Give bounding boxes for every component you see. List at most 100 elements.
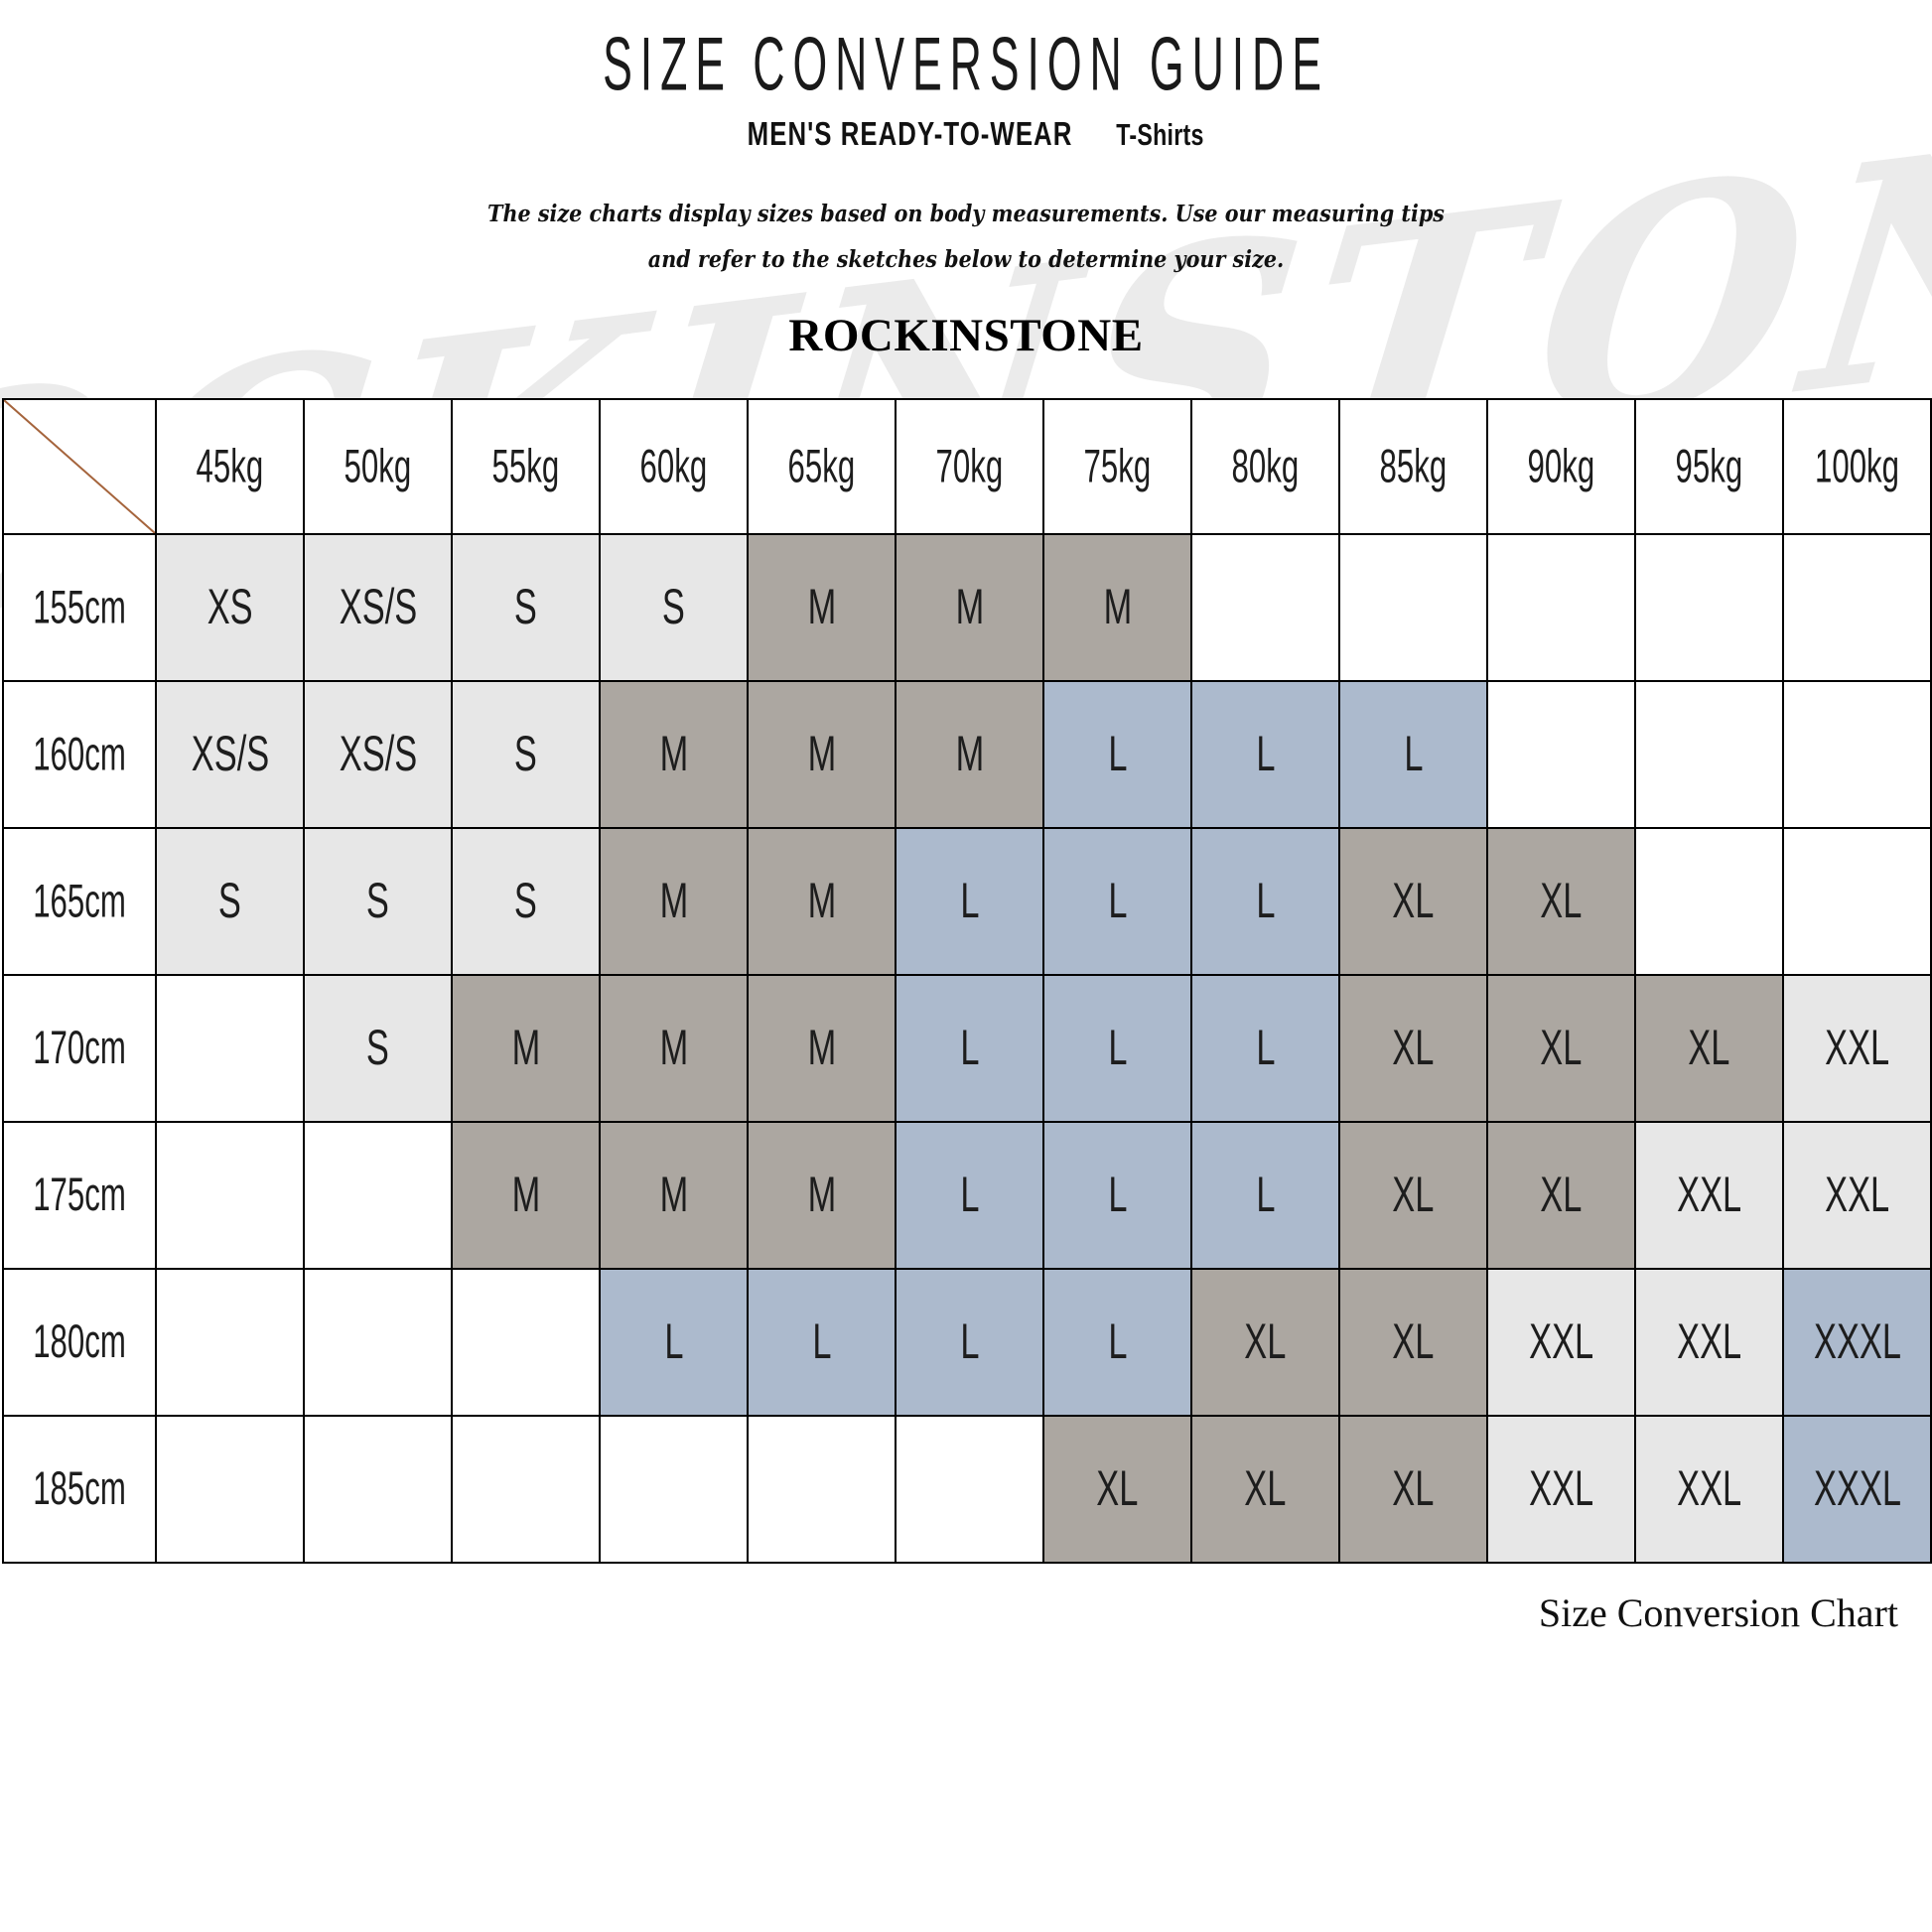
column-header-label: 75kg [1083, 440, 1152, 492]
row-header-height: 160cm [2, 680, 157, 829]
size-cell-empty [895, 1415, 1044, 1564]
size-cell-empty [1486, 533, 1636, 682]
size-cell-label: M [659, 873, 688, 929]
size-cell-label: S [366, 1020, 389, 1076]
size-cell: XL [1338, 974, 1488, 1123]
size-cell-label: XL [1392, 873, 1435, 929]
size-cell-label: L [1255, 1020, 1276, 1076]
size-cell-label: XXL [1824, 1020, 1890, 1076]
size-cell-label: L [1107, 1313, 1128, 1370]
size-cell: L [599, 1268, 749, 1417]
size-cell: XS [155, 533, 305, 682]
size-cell-empty [1190, 533, 1340, 682]
table-header: 45kg 50kg 55kg 60kg 65kg 70kg 75kg 80kg 85kg 90kg… [2, 398, 1932, 535]
size-cell: XXL [1782, 1121, 1932, 1270]
subtitle-row: MEN'S READY-TO-WEAR T-Shirts [0, 116, 1932, 153]
size-cell-label: S [514, 726, 537, 782]
size-cell: XXL [1486, 1268, 1636, 1417]
size-cell: M [747, 533, 897, 682]
size-cell-empty [155, 974, 305, 1123]
header-block: SIZE CONVERSION GUIDE MEN'S READY-TO-WEA… [0, 0, 1932, 362]
size-cell: XXL [1634, 1121, 1784, 1270]
row-header-label: 175cm [33, 1169, 126, 1221]
size-cell: M [747, 827, 897, 976]
column-header-weight: 45kg [155, 398, 305, 535]
size-cell: L [1338, 680, 1488, 829]
size-cell: L [1042, 1268, 1192, 1417]
size-cell-empty [1782, 680, 1932, 829]
size-cell: XL [1338, 1415, 1488, 1564]
size-cell-label: L [1255, 873, 1276, 929]
size-cell: S [451, 533, 601, 682]
size-cell: S [451, 827, 601, 976]
row-header-label: 160cm [33, 728, 126, 780]
size-cell-label: L [959, 1020, 980, 1076]
size-cell-empty [1634, 827, 1784, 976]
size-cell-label: XL [1244, 1313, 1287, 1370]
size-cell-label: L [1107, 1020, 1128, 1076]
size-cell-label: XL [1392, 1313, 1435, 1370]
size-cell: S [155, 827, 305, 976]
size-cell-label: L [959, 1313, 980, 1370]
size-cell-label: M [807, 579, 836, 635]
size-cell-empty [451, 1268, 601, 1417]
size-cell-label: M [955, 726, 984, 782]
column-header-label: 85kg [1379, 440, 1448, 492]
size-cell: XXXL [1782, 1415, 1932, 1564]
column-header-weight: 100kg [1782, 398, 1932, 535]
size-cell: XL [1486, 1121, 1636, 1270]
row-header-height: 175cm [2, 1121, 157, 1270]
size-cell-label: XXXL [1813, 1313, 1901, 1370]
size-cell-label: M [807, 873, 836, 929]
size-cell-empty [747, 1415, 897, 1564]
size-cell-label: XXL [1528, 1460, 1594, 1517]
size-cell: XL [1634, 974, 1784, 1123]
size-cell: M [599, 1121, 749, 1270]
size-cell: XL [1486, 974, 1636, 1123]
size-cell-label: XXXL [1813, 1460, 1901, 1517]
size-cell-label: M [511, 1167, 540, 1223]
size-cell-label: M [511, 1020, 540, 1076]
row-header-label: 165cm [33, 875, 126, 927]
size-cell: S [599, 533, 749, 682]
size-cell: L [1190, 680, 1340, 829]
size-cell-label: XXL [1824, 1167, 1890, 1223]
size-cell: L [747, 1268, 897, 1417]
size-cell: M [451, 1121, 601, 1270]
size-cell: XS/S [303, 680, 453, 829]
table-row: 180cm L L L L XL XL XXL XXL XXXL [2, 1268, 1932, 1417]
size-cell-empty [303, 1415, 453, 1564]
table-row: 160cm XS/S XS/S S M M M L L L [2, 680, 1932, 829]
size-cell-label: XS [207, 579, 253, 635]
table-row: 165cm S S S M M L L L XL XL [2, 827, 1932, 976]
size-cell-label: S [366, 873, 389, 929]
size-cell: L [1190, 827, 1340, 976]
diagonal-divider-icon [5, 401, 154, 532]
size-conversion-table: 45kg 50kg 55kg 60kg 65kg 70kg 75kg 80kg 85kg 90kg… [2, 398, 1932, 1564]
footer-caption: Size Conversion Chart [1538, 1590, 1898, 1635]
column-header-label: 60kg [639, 440, 708, 492]
row-header-label: 170cm [33, 1022, 126, 1074]
size-cell-label: L [663, 1313, 684, 1370]
size-table-container: 45kg 50kg 55kg 60kg 65kg 70kg 75kg 80kg 85kg 90kg… [0, 398, 1932, 1564]
size-cell: M [1042, 533, 1192, 682]
size-cell-label: XL [1096, 1460, 1139, 1517]
size-cell: L [895, 827, 1044, 976]
row-header-label: 155cm [33, 581, 126, 633]
size-cell-label: L [1107, 726, 1128, 782]
size-cell: XL [1338, 1268, 1488, 1417]
size-cell-label: M [955, 579, 984, 635]
size-cell: XXL [1634, 1268, 1784, 1417]
corner-cell-diagonal [2, 398, 157, 535]
description-text: The size charts display sizes based on b… [487, 201, 1445, 273]
size-cell-label: L [1107, 873, 1128, 929]
column-header-weight: 95kg [1634, 398, 1784, 535]
size-cell: XL [1190, 1415, 1340, 1564]
table-row: 185cm XL XL XL XXL XXL XXXL [2, 1415, 1932, 1564]
size-cell-label: S [514, 579, 537, 635]
size-cell-empty [1486, 680, 1636, 829]
column-header-weight: 85kg [1338, 398, 1488, 535]
column-header-label: 80kg [1231, 440, 1300, 492]
row-header-height: 165cm [2, 827, 157, 976]
column-header-weight: 90kg [1486, 398, 1636, 535]
